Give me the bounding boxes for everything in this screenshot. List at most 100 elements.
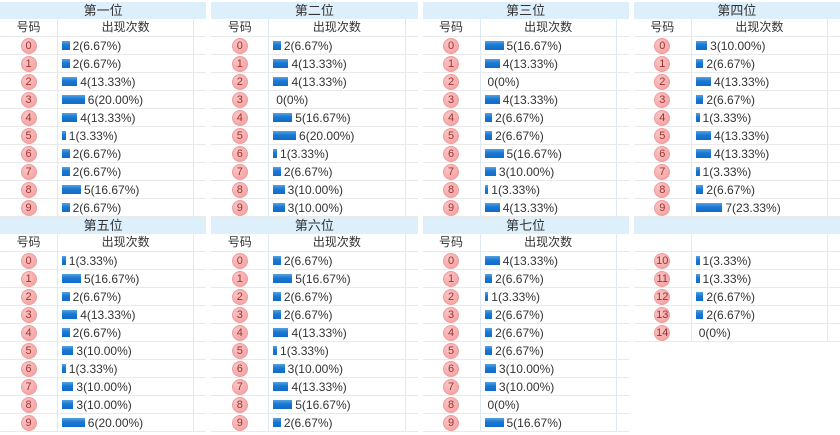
count-cell: 4(13.33%) (269, 378, 404, 395)
count-cell: 2(6.67%) (58, 145, 193, 162)
table-row: 5 4(13.33%) (633, 127, 840, 145)
table-subheader: 号码 出现次数 (211, 234, 418, 252)
table-row: 3 2(6.67%) (633, 91, 840, 109)
frequency-label: 4(13.33%) (713, 146, 770, 161)
number-badge: 6 (20, 145, 37, 162)
frequency-bar (695, 292, 704, 301)
frequency-bar (484, 131, 493, 140)
table-row: 2 0(0%) (422, 73, 629, 91)
table-row: 8 2(6.67%) (633, 181, 840, 199)
tail-cell (193, 378, 206, 395)
frequency-bar (62, 382, 74, 391)
number-badge: 2 (20, 73, 37, 90)
number-badge: 7 (231, 378, 248, 395)
frequency-bar (695, 59, 704, 68)
frequency-bar (62, 400, 74, 409)
number-badge: 4 (20, 324, 37, 341)
number-cell: 7 (211, 378, 270, 395)
number-cell: 5 (211, 342, 270, 359)
number-cell: 4 (634, 109, 692, 126)
tail-cell (193, 109, 206, 126)
frequency-label: 2(6.67%) (706, 182, 756, 197)
table-subheader (633, 234, 840, 252)
count-cell: 3(10.00%) (58, 378, 193, 395)
table-row: 11 1(3.33%) (633, 270, 840, 288)
number-cell: 9 (0, 199, 58, 216)
frequency-label: 2(6.67%) (283, 415, 333, 430)
table-title (633, 217, 840, 234)
count-cell: 4(13.33%) (692, 145, 827, 162)
tail-cell (615, 145, 629, 162)
number-cell: 0 (211, 37, 270, 54)
tail-cell (827, 37, 840, 54)
count-cell: 1(3.33%) (58, 252, 193, 269)
table-row: 8 5(16.67%) (211, 396, 418, 414)
number-cell: 0 (423, 252, 481, 269)
number-badge: 4 (654, 109, 671, 126)
table-row: 6 5(16.67%) (422, 145, 629, 163)
number-cell: 13 (634, 306, 692, 323)
tail-cell (827, 270, 840, 287)
tail-column-header (827, 234, 840, 251)
number-badge: 1 (20, 55, 37, 72)
table-row: 5 2(6.67%) (422, 342, 629, 360)
number-badge: 9 (443, 199, 459, 216)
number-badge: 6 (231, 360, 248, 377)
frequency-label: 4(13.33%) (291, 325, 347, 340)
count-cell: 4(13.33%) (58, 306, 193, 323)
count-cell: 3(10.00%) (481, 378, 616, 395)
number-badge: 9 (231, 414, 248, 431)
frequency-bar (484, 203, 500, 212)
number-badge: 2 (20, 288, 37, 305)
frequency-table-6: 第六位 号码 出现次数 0 2(6.67%) 1 5(16.67%) 2 (211, 217, 418, 432)
tail-cell (193, 324, 206, 341)
number-cell: 9 (634, 199, 692, 216)
table-subheader: 号码 出现次数 (0, 234, 207, 252)
frequency-label: 3(10.00%) (498, 361, 555, 376)
number-badge: 10 (654, 252, 671, 269)
count-cell: 1(3.33%) (481, 181, 616, 198)
count-column-header (692, 234, 827, 251)
count-cell: 4(13.33%) (481, 55, 616, 72)
frequency-label: 1(3.33%) (491, 182, 540, 197)
frequency-table-5: 第五位 号码 出现次数 0 1(3.33%) 1 5(16.67%) 2 (0, 217, 207, 432)
frequency-bar (484, 113, 493, 122)
frequency-bar (273, 310, 281, 319)
number-badge: 9 (20, 199, 37, 216)
frequency-label: 4(13.33%) (502, 56, 559, 71)
frequency-bar (484, 310, 493, 319)
tail-cell (193, 414, 206, 431)
tail-column-header (193, 19, 206, 36)
count-cell: 5(16.67%) (269, 396, 404, 413)
frequency-bar (484, 382, 496, 391)
count-cell: 3(10.00%) (58, 396, 193, 413)
tail-cell (827, 199, 840, 216)
count-cell: 2(6.67%) (58, 37, 193, 54)
tail-cell (615, 127, 629, 144)
number-cell: 1 (0, 270, 58, 287)
frequency-label: 4(13.33%) (291, 379, 347, 394)
count-cell: 5(16.67%) (269, 109, 404, 126)
number-cell: 2 (0, 73, 58, 90)
table-body: 0 2(6.67%) 1 2(6.67%) 2 4(13.33%) 3 (0, 37, 207, 217)
number-cell: 5 (0, 342, 58, 359)
number-cell: 6 (423, 360, 481, 377)
frequency-bar (62, 41, 70, 50)
frequency-bar (62, 292, 70, 301)
count-column-header: 出现次数 (101, 235, 150, 249)
frequency-label: 7(23.33%) (725, 200, 781, 215)
count-column-header: 出现次数 (101, 20, 150, 34)
frequency-label: 2(6.67%) (495, 271, 544, 286)
number-badge: 11 (654, 270, 671, 287)
table-row: 2 4(13.33%) (0, 73, 207, 91)
table-row: 8 5(16.67%) (0, 181, 207, 199)
number-cell: 7 (423, 163, 481, 180)
frequency-label: 1(3.33%) (280, 343, 329, 358)
table-title: 第一位 (0, 2, 207, 19)
frequency-label: 1(3.33%) (491, 289, 540, 304)
table-body: 0 3(10.00%) 1 2(6.67%) 2 4(13.33%) 3 (633, 37, 840, 217)
count-cell: 2(6.67%) (692, 55, 827, 72)
tail-cell (193, 360, 206, 377)
frequency-label: 3(10.00%) (76, 379, 132, 394)
table-row: 3 2(6.67%) (211, 306, 418, 324)
